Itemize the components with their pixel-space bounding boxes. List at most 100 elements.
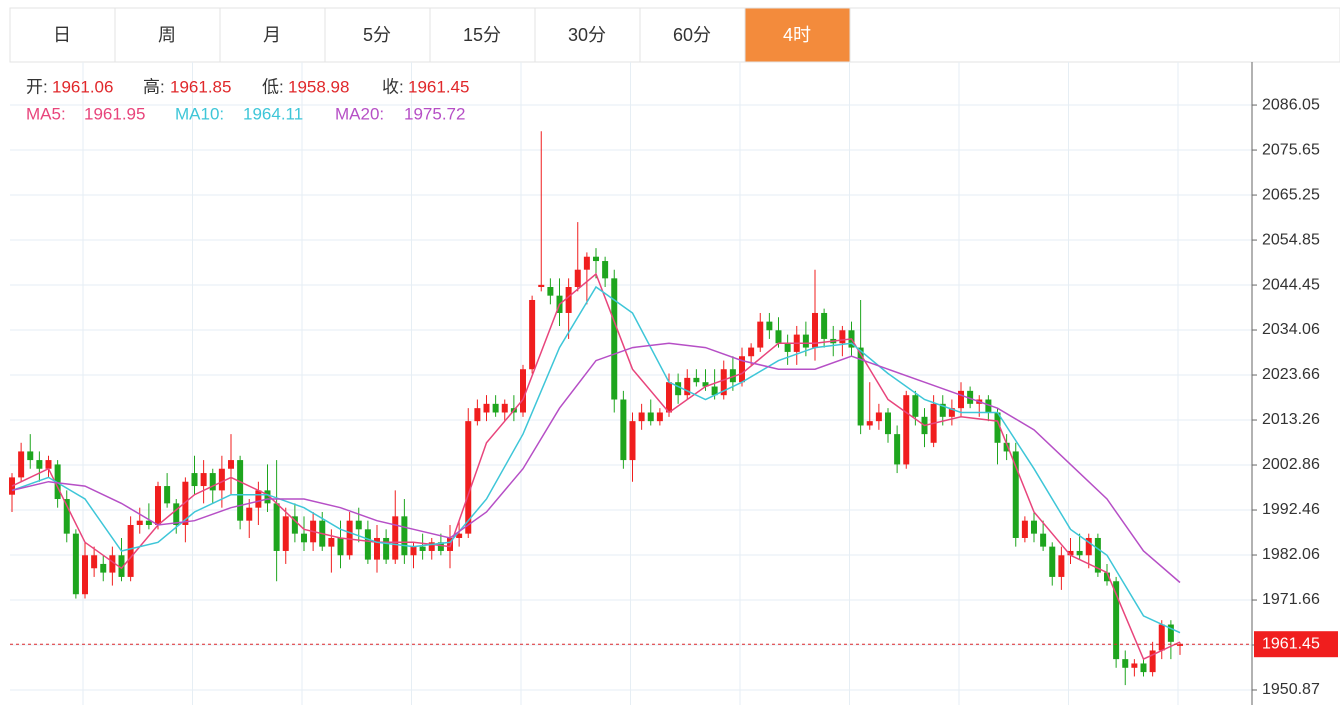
tab[interactable] xyxy=(219,7,326,63)
candle-body xyxy=(410,546,417,556)
candle-body xyxy=(775,330,782,344)
legend-name: MA10: xyxy=(175,104,224,123)
candle-body xyxy=(218,468,225,491)
y-tick-label: 1971.66 xyxy=(1262,591,1320,608)
candle-body xyxy=(18,451,25,478)
candle-body xyxy=(118,555,125,577)
candle-body xyxy=(1085,537,1092,556)
ohlc-label: 开: xyxy=(26,77,48,96)
candle-body xyxy=(401,516,408,556)
candle-body xyxy=(529,299,536,370)
candle-body xyxy=(720,369,727,396)
candle-body xyxy=(191,473,198,487)
candle-body xyxy=(291,516,298,534)
candle-body xyxy=(1012,451,1019,538)
candle-body xyxy=(958,390,964,409)
candle-body xyxy=(1049,546,1056,577)
candle-body xyxy=(903,395,910,465)
y-tick-label: 1982.06 xyxy=(1262,546,1320,563)
tab[interactable] xyxy=(429,7,536,63)
candle-body xyxy=(574,269,581,288)
tab-label[interactable]: 日 xyxy=(53,25,71,45)
candle-body xyxy=(82,555,88,595)
candle-body xyxy=(1167,624,1174,642)
candle-body xyxy=(483,403,490,413)
candle-body xyxy=(565,287,572,313)
y-tick-label: 2065.25 xyxy=(1262,186,1320,203)
candle-body xyxy=(209,473,216,491)
tab[interactable] xyxy=(9,7,116,63)
candle-body xyxy=(666,382,672,413)
candle-body xyxy=(237,460,244,521)
candle-body xyxy=(985,399,992,413)
legend-name: MA20: xyxy=(335,104,384,123)
candle-body xyxy=(428,542,435,551)
y-tick-label: 1950.87 xyxy=(1262,681,1320,698)
candle-body xyxy=(912,395,919,417)
candle-body xyxy=(1031,520,1037,534)
candle-body xyxy=(419,546,426,551)
price-label-box xyxy=(1254,631,1338,658)
ohlc-value: 1958.98 xyxy=(288,77,349,96)
candle-body xyxy=(857,347,864,426)
candle-body xyxy=(36,460,43,469)
ma-line xyxy=(11,342,1181,584)
candle-body xyxy=(802,334,809,348)
candle-body xyxy=(155,486,161,525)
tab-label[interactable]: 60分 xyxy=(673,25,711,45)
ohlc-label: 收: xyxy=(382,77,404,96)
candle-body xyxy=(328,537,335,547)
tab[interactable] xyxy=(324,7,431,63)
tab-label[interactable]: 5分 xyxy=(363,25,391,45)
candle-body xyxy=(273,503,280,551)
candle-body xyxy=(538,284,545,288)
y-tick-label: 2086.05 xyxy=(1262,96,1320,113)
candle-body xyxy=(437,542,444,551)
candle-body xyxy=(1067,550,1074,556)
candle-body xyxy=(675,382,682,396)
candle-body xyxy=(54,464,61,500)
y-tick-label: 2023.66 xyxy=(1262,366,1320,383)
candle-body xyxy=(620,399,627,461)
candle-body xyxy=(656,412,663,422)
candle-body xyxy=(1040,533,1047,547)
legend-value: 1964.11 xyxy=(243,104,303,123)
candle-body xyxy=(501,403,508,413)
candle-body xyxy=(702,382,709,387)
candle-body xyxy=(729,369,736,383)
tab[interactable] xyxy=(114,7,221,63)
candle-body xyxy=(784,343,791,352)
candle-body xyxy=(337,537,344,556)
y-tick-label: 2034.06 xyxy=(1262,321,1320,338)
tab-label[interactable]: 周 xyxy=(158,25,176,45)
candle-body xyxy=(246,507,253,521)
candle-body xyxy=(145,520,152,525)
tab-label[interactable]: 15分 xyxy=(463,25,501,45)
y-tick-label: 2002.86 xyxy=(1262,456,1320,473)
candle-body xyxy=(109,555,116,573)
candle-body xyxy=(757,321,764,348)
tab[interactable] xyxy=(534,7,641,63)
y-tick-label: 2013.26 xyxy=(1262,411,1320,428)
ohlc-value: 1961.85 xyxy=(170,77,231,96)
candle-body xyxy=(164,486,171,504)
tab-label[interactable]: 30分 xyxy=(568,25,606,45)
candle-body xyxy=(967,390,974,404)
candle-body xyxy=(1021,520,1028,538)
candle-body xyxy=(1158,624,1165,651)
candle-body xyxy=(255,490,262,508)
candle-body xyxy=(182,481,189,525)
candle-body xyxy=(228,460,234,469)
candle-body xyxy=(1076,550,1083,556)
candle-body xyxy=(1131,663,1138,668)
candle-body xyxy=(1058,555,1065,577)
candle-body xyxy=(994,412,1001,443)
tab[interactable] xyxy=(744,7,851,63)
tab-label[interactable]: 4时 xyxy=(783,25,811,45)
tab-label[interactable]: 月 xyxy=(263,25,281,45)
candle-body xyxy=(520,369,526,413)
candle-body xyxy=(100,563,107,573)
candle-body xyxy=(1140,663,1147,673)
candle-body xyxy=(63,499,70,534)
candle-body xyxy=(364,529,371,560)
